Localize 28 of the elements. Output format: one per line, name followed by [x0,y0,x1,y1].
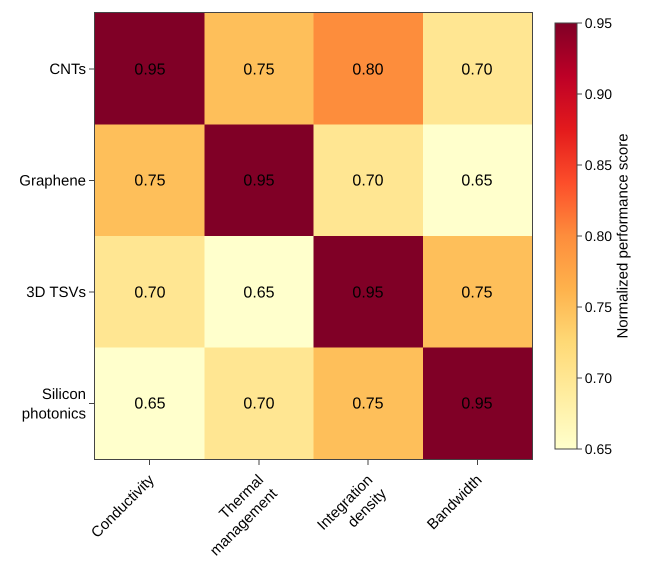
data-label: 0.65 [243,284,275,302]
color-bar-label: 0.95 [584,14,612,31]
color-bar-label: 0.80 [584,228,612,244]
data-label: 0.95 [243,172,275,190]
color-bar-title: Normalized performance score [614,133,632,339]
data-label: 0.95 [352,284,384,302]
data-label: 0.65 [461,172,493,190]
data-label: 0.70 [352,172,384,190]
data-label: 0.75 [243,62,275,79]
color-bar-label: 0.90 [584,86,612,102]
y-tick-label: 3D TSVs [26,284,86,301]
data-label: 0.95 [134,62,166,79]
y-tick-label: Graphene [19,172,86,190]
color-bar-label: 0.70 [584,370,612,386]
data-label: 0.75 [352,396,384,413]
color-bar-label: 0.75 [584,298,612,315]
data-label: 0.75 [461,284,493,302]
color-bar-label: 0.65 [584,440,612,457]
data-label: 0.75 [134,172,166,190]
color-bar-label: 0.85 [584,156,612,173]
data-label: 0.70 [461,62,493,79]
data-label: 0.95 [461,396,493,413]
data-label: 0.80 [352,62,384,79]
y-tick-label: CNTs [49,61,86,78]
y-tick-label: Silicon photonics [22,386,86,422]
data-label: 0.70 [134,284,166,302]
data-label: 0.70 [243,396,275,413]
data-label: 0.65 [134,396,166,413]
